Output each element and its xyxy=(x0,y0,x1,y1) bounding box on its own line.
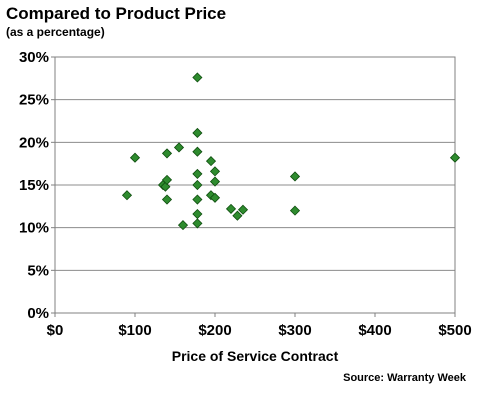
source-note: Source: Warranty Week xyxy=(343,372,466,384)
data-point xyxy=(121,190,133,201)
data-point xyxy=(289,205,301,216)
x-tick-label: $0 xyxy=(47,322,64,339)
data-point xyxy=(129,152,141,163)
data-point xyxy=(160,181,171,192)
x-tick-label: $500 xyxy=(438,322,471,339)
chart-title: Compared to Product Price xyxy=(6,4,227,23)
data-point xyxy=(192,127,203,139)
data-point xyxy=(192,168,203,179)
data-point xyxy=(177,220,189,231)
data-point xyxy=(449,152,461,163)
data-point xyxy=(192,218,203,229)
data-point xyxy=(205,156,217,167)
data-point xyxy=(192,72,203,83)
data-point xyxy=(192,146,203,157)
x-tick-label: $400 xyxy=(358,322,391,339)
x-tick-label: $200 xyxy=(198,322,231,339)
x-tick-label: $100 xyxy=(118,322,151,339)
y-tick-label: 30% xyxy=(19,49,49,66)
y-tick-label: 25% xyxy=(19,92,49,109)
data-point xyxy=(209,192,221,203)
data-point xyxy=(161,174,173,185)
data-point xyxy=(237,204,249,215)
data-point xyxy=(161,194,173,205)
data-point xyxy=(192,208,203,220)
x-tick-label: $300 xyxy=(278,322,311,339)
x-axis-label: Price of Service Contract xyxy=(172,348,339,364)
axis-ticks: 0% 5% 10% 15% 20% 25% 30% $0 $100 $200 $300 $400 $50… xyxy=(19,49,472,339)
y-tick-label: 15% xyxy=(19,177,49,194)
y-tick-label: 20% xyxy=(19,134,49,151)
y-tick-label: 10% xyxy=(19,220,49,237)
data-point xyxy=(161,148,173,159)
data-point xyxy=(192,194,203,205)
y-tick-label: 0% xyxy=(27,305,49,322)
data-point xyxy=(225,203,237,214)
data-point xyxy=(192,179,203,191)
y-tick-label: 5% xyxy=(27,262,49,279)
data-point xyxy=(209,176,221,187)
chart-subtitle: (as a percentage) xyxy=(6,25,105,39)
data-point xyxy=(173,142,185,153)
data-points xyxy=(121,72,461,231)
gridlines xyxy=(55,99,455,271)
data-point xyxy=(209,166,221,177)
data-point xyxy=(289,171,301,182)
data-point xyxy=(232,210,243,221)
